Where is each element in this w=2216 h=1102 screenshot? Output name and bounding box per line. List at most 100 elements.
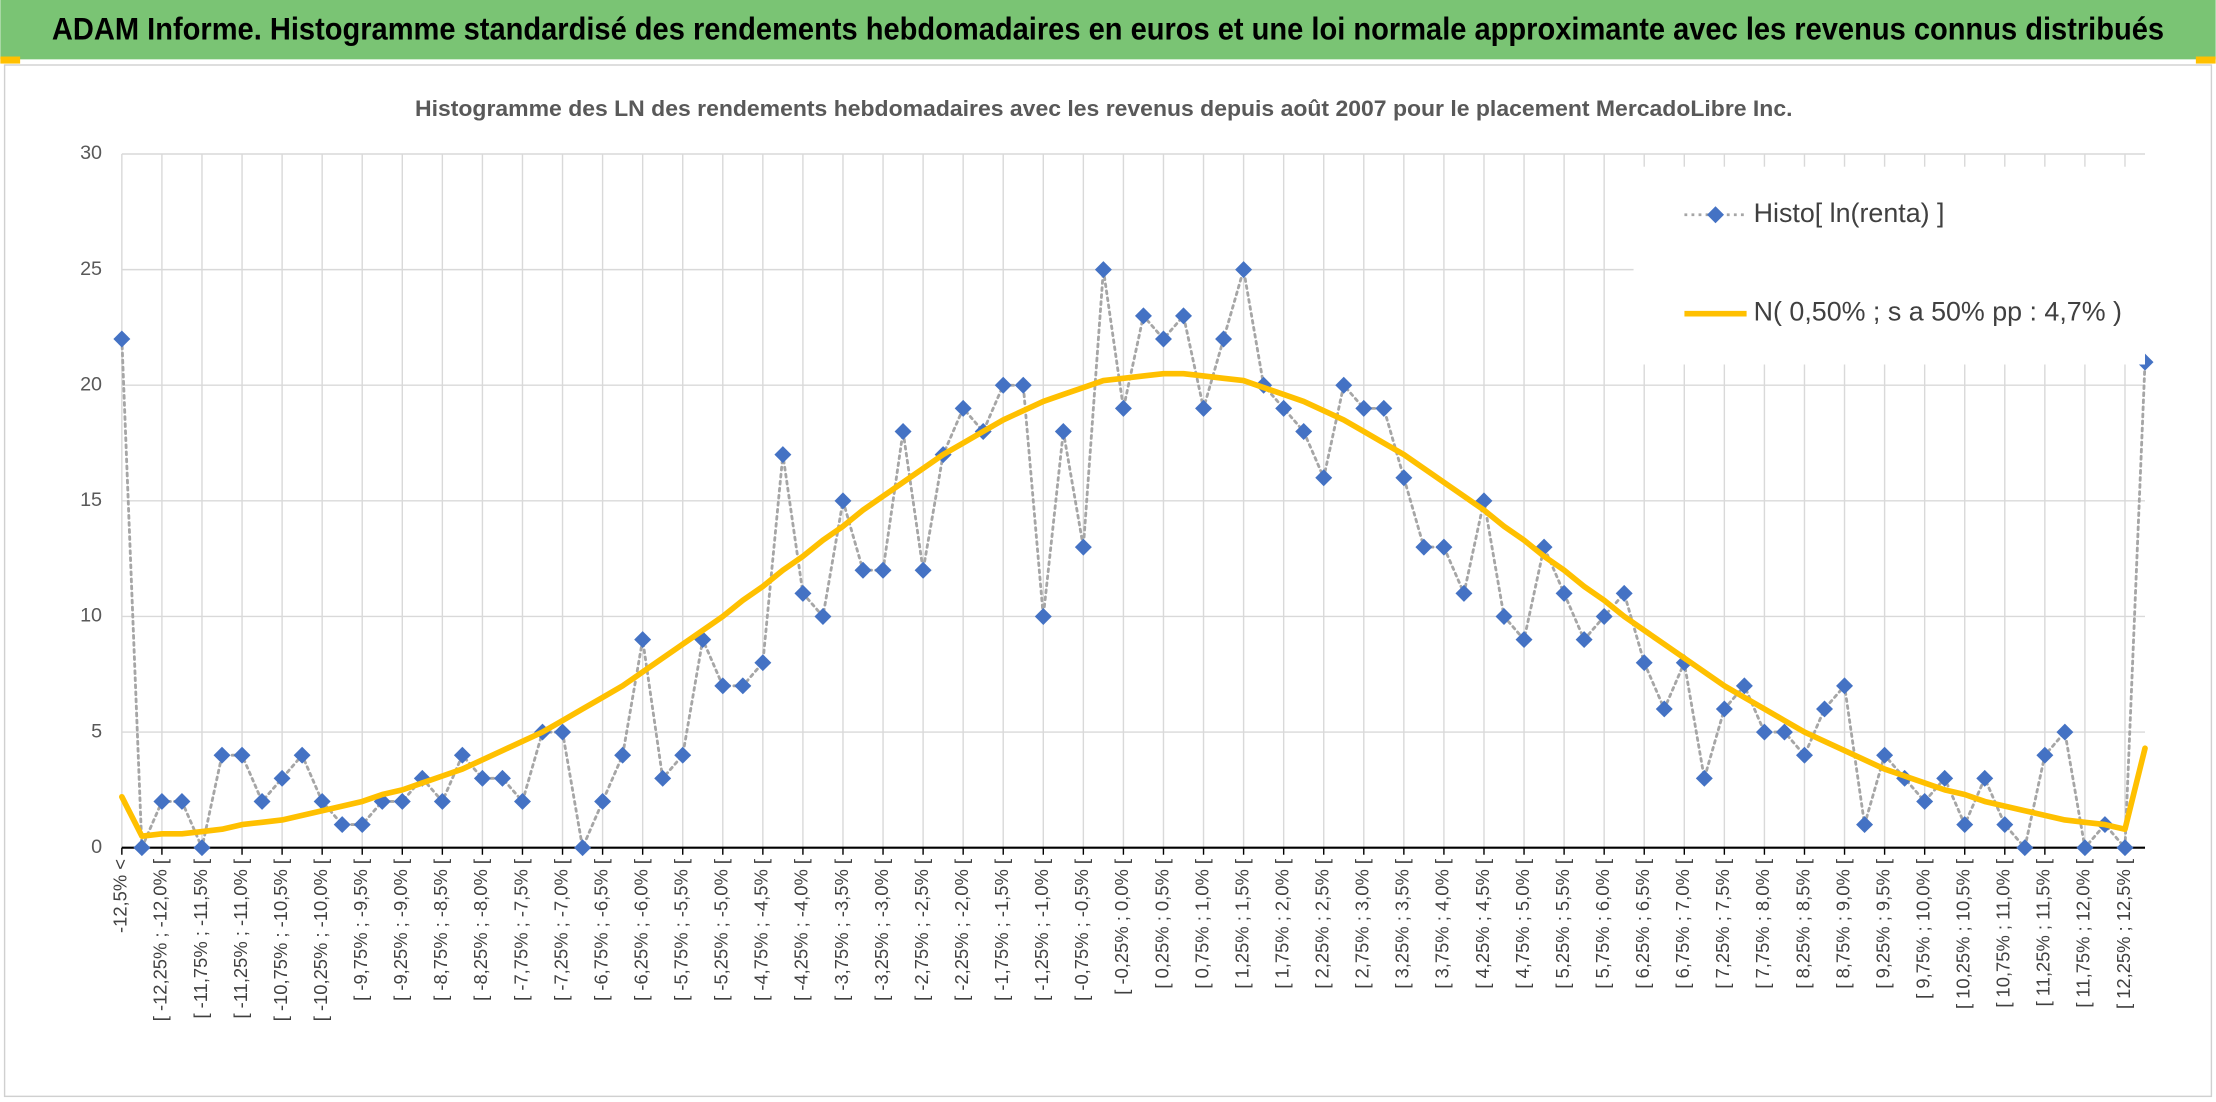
chart-title: Histogramme des LN des rendements hebdom…: [415, 96, 1793, 121]
data-point: [854, 561, 872, 579]
data-point: [433, 792, 451, 810]
data-point: [1134, 307, 1152, 325]
data-point: [1315, 469, 1333, 487]
data-point: [954, 399, 972, 417]
y-tick-label: 15: [80, 489, 102, 511]
data-point: [834, 492, 852, 510]
data-point: [574, 839, 592, 857]
x-tick-label: [ -0,75% ; -0,5% [: [1071, 859, 1092, 1001]
data-point: [1014, 376, 1032, 394]
data-point: [253, 792, 271, 810]
data-point: [1375, 399, 1393, 417]
data-point: [1956, 816, 1974, 834]
data-point: [914, 561, 932, 579]
series-line: [120, 268, 2147, 850]
data-point: [1755, 723, 1773, 741]
data-point: [1796, 746, 1813, 764]
x-tick-label: [ 3,25% ; 3,5% [: [1392, 859, 1413, 989]
data-point: [874, 561, 892, 579]
header-banner: [0, 0, 2216, 60]
data-point: [1455, 584, 1473, 602]
x-tick-label: [ -4,75% ; -4,5% [: [751, 859, 772, 1001]
data-point: [774, 446, 792, 464]
x-tick-label: [ 8,75% ; 9,0% [: [1832, 859, 1853, 989]
x-tick-label: [ 8,25% ; 8,5% [: [1792, 859, 1813, 989]
data-point: [1936, 769, 1954, 787]
x-tick-label: [ -11,25% ; -11,0% [: [230, 859, 251, 1019]
data-point: [1495, 607, 1513, 625]
data-point: [634, 631, 652, 649]
x-tick-label: [ -8,75% ; -8,5% [: [430, 859, 451, 1001]
legend-label: N( 0,50% ; s a 50% pp : 4,7% ): [1754, 297, 2122, 327]
data-point: [273, 769, 291, 787]
data-point: [1094, 261, 1112, 279]
x-tick-label: [ -6,75% ; -6,5% [: [590, 859, 611, 1001]
x-tick-label: -12,5% <: [110, 859, 131, 933]
data-point: [1155, 330, 1172, 348]
data-point: [794, 584, 812, 602]
data-point: [2116, 839, 2134, 857]
data-point: [1295, 422, 1313, 440]
data-point: [233, 746, 251, 764]
data-point: [1836, 677, 1854, 695]
y-tick-label: 20: [80, 373, 102, 395]
x-tick-label: [ -5,25% ; -5,0% [: [711, 859, 732, 1001]
data-point: [2076, 839, 2094, 857]
data-point: [1695, 769, 1713, 787]
data-point: [1655, 700, 1673, 718]
series-line: [119, 370, 2148, 839]
x-tick-label: [ -9,25% ; -9,0% [: [390, 859, 411, 1001]
page-title: ADAM Informe. Histogramme standardisé de…: [52, 11, 2164, 46]
x-tick-label: [ 2,25% ; 2,5% [: [1312, 859, 1333, 989]
data-point: [453, 746, 471, 764]
legend: Histo[ ln(renta) ] N( 0,50% ; s a 50% pp …: [1633, 166, 2146, 365]
x-tick-label: [ -10,25% ; -10,0% [: [310, 859, 331, 1021]
corner-accent: [0, 56, 21, 64]
x-tick-label: [ 0,25% ; 0,5% [: [1151, 859, 1172, 989]
x-tick-label: [ -3,75% ; -3,5% [: [831, 859, 852, 1001]
data-point: [2036, 746, 2054, 764]
data-point: [1996, 816, 2014, 834]
x-tick-label: [ 6,75% ; 7,0% [: [1672, 859, 1693, 989]
data-point: [554, 723, 572, 741]
x-tick-label: [ -0,25% ; 0,0% [: [1111, 859, 1132, 995]
data-point: [213, 746, 231, 764]
data-point: [353, 816, 371, 834]
x-tick-label: [ 6,25% ; 6,5% [: [1632, 859, 1653, 989]
x-tick-label: [ 0,75% ; 1,0% [: [1191, 859, 1212, 989]
x-tick-label: [ 10,75% ; 11,0% [: [1993, 859, 2014, 1008]
x-tick-label: [ 4,75% ; 5,0% [: [1512, 859, 1533, 989]
x-tick-label: [ 1,75% ; 2,0% [: [1272, 859, 1293, 989]
x-tick-label: [ 2,75% ; 3,0% [: [1352, 859, 1373, 989]
legend-marker: [1707, 206, 1724, 224]
data-point: [1916, 792, 1934, 810]
plot-area: [113, 261, 2154, 857]
y-tick-label: 0: [91, 836, 102, 858]
data-point: [1735, 677, 1753, 695]
x-tick-label: [ 11,75% ; 12,0% [: [2073, 859, 2094, 1008]
y-tick-label: 10: [80, 605, 102, 627]
data-point: [1876, 746, 1894, 764]
data-point: [1355, 399, 1373, 417]
x-tick-label: [ 5,25% ; 5,5% [: [1552, 859, 1573, 989]
data-point: [594, 792, 612, 810]
x-tick-label: [ 11,25% ; 11,5% [: [2033, 859, 2054, 1006]
x-tick-label: [ 3,75% ; 4,0% [: [1432, 859, 1453, 989]
data-point: [754, 654, 772, 672]
x-tick-label: [ -9,75% ; -9,5% [: [350, 859, 371, 1001]
data-point: [493, 769, 511, 787]
x-tick-label: [ -1,75% ; -1,5% [: [991, 859, 1012, 1001]
data-point: [814, 607, 832, 625]
data-point: [2056, 723, 2074, 741]
data-point: [1515, 631, 1533, 649]
x-tick-label: [ -4,25% ; -4,0% [: [791, 859, 812, 1001]
x-tick-label: [ -6,25% ; -6,0% [: [631, 859, 652, 1001]
data-point: [113, 330, 131, 348]
data-point: [293, 746, 311, 764]
legend-label: Histo[ ln(renta) ]: [1754, 198, 1945, 228]
data-point: [1114, 399, 1132, 417]
corner-accent: [2195, 56, 2216, 64]
data-point: [333, 816, 351, 834]
